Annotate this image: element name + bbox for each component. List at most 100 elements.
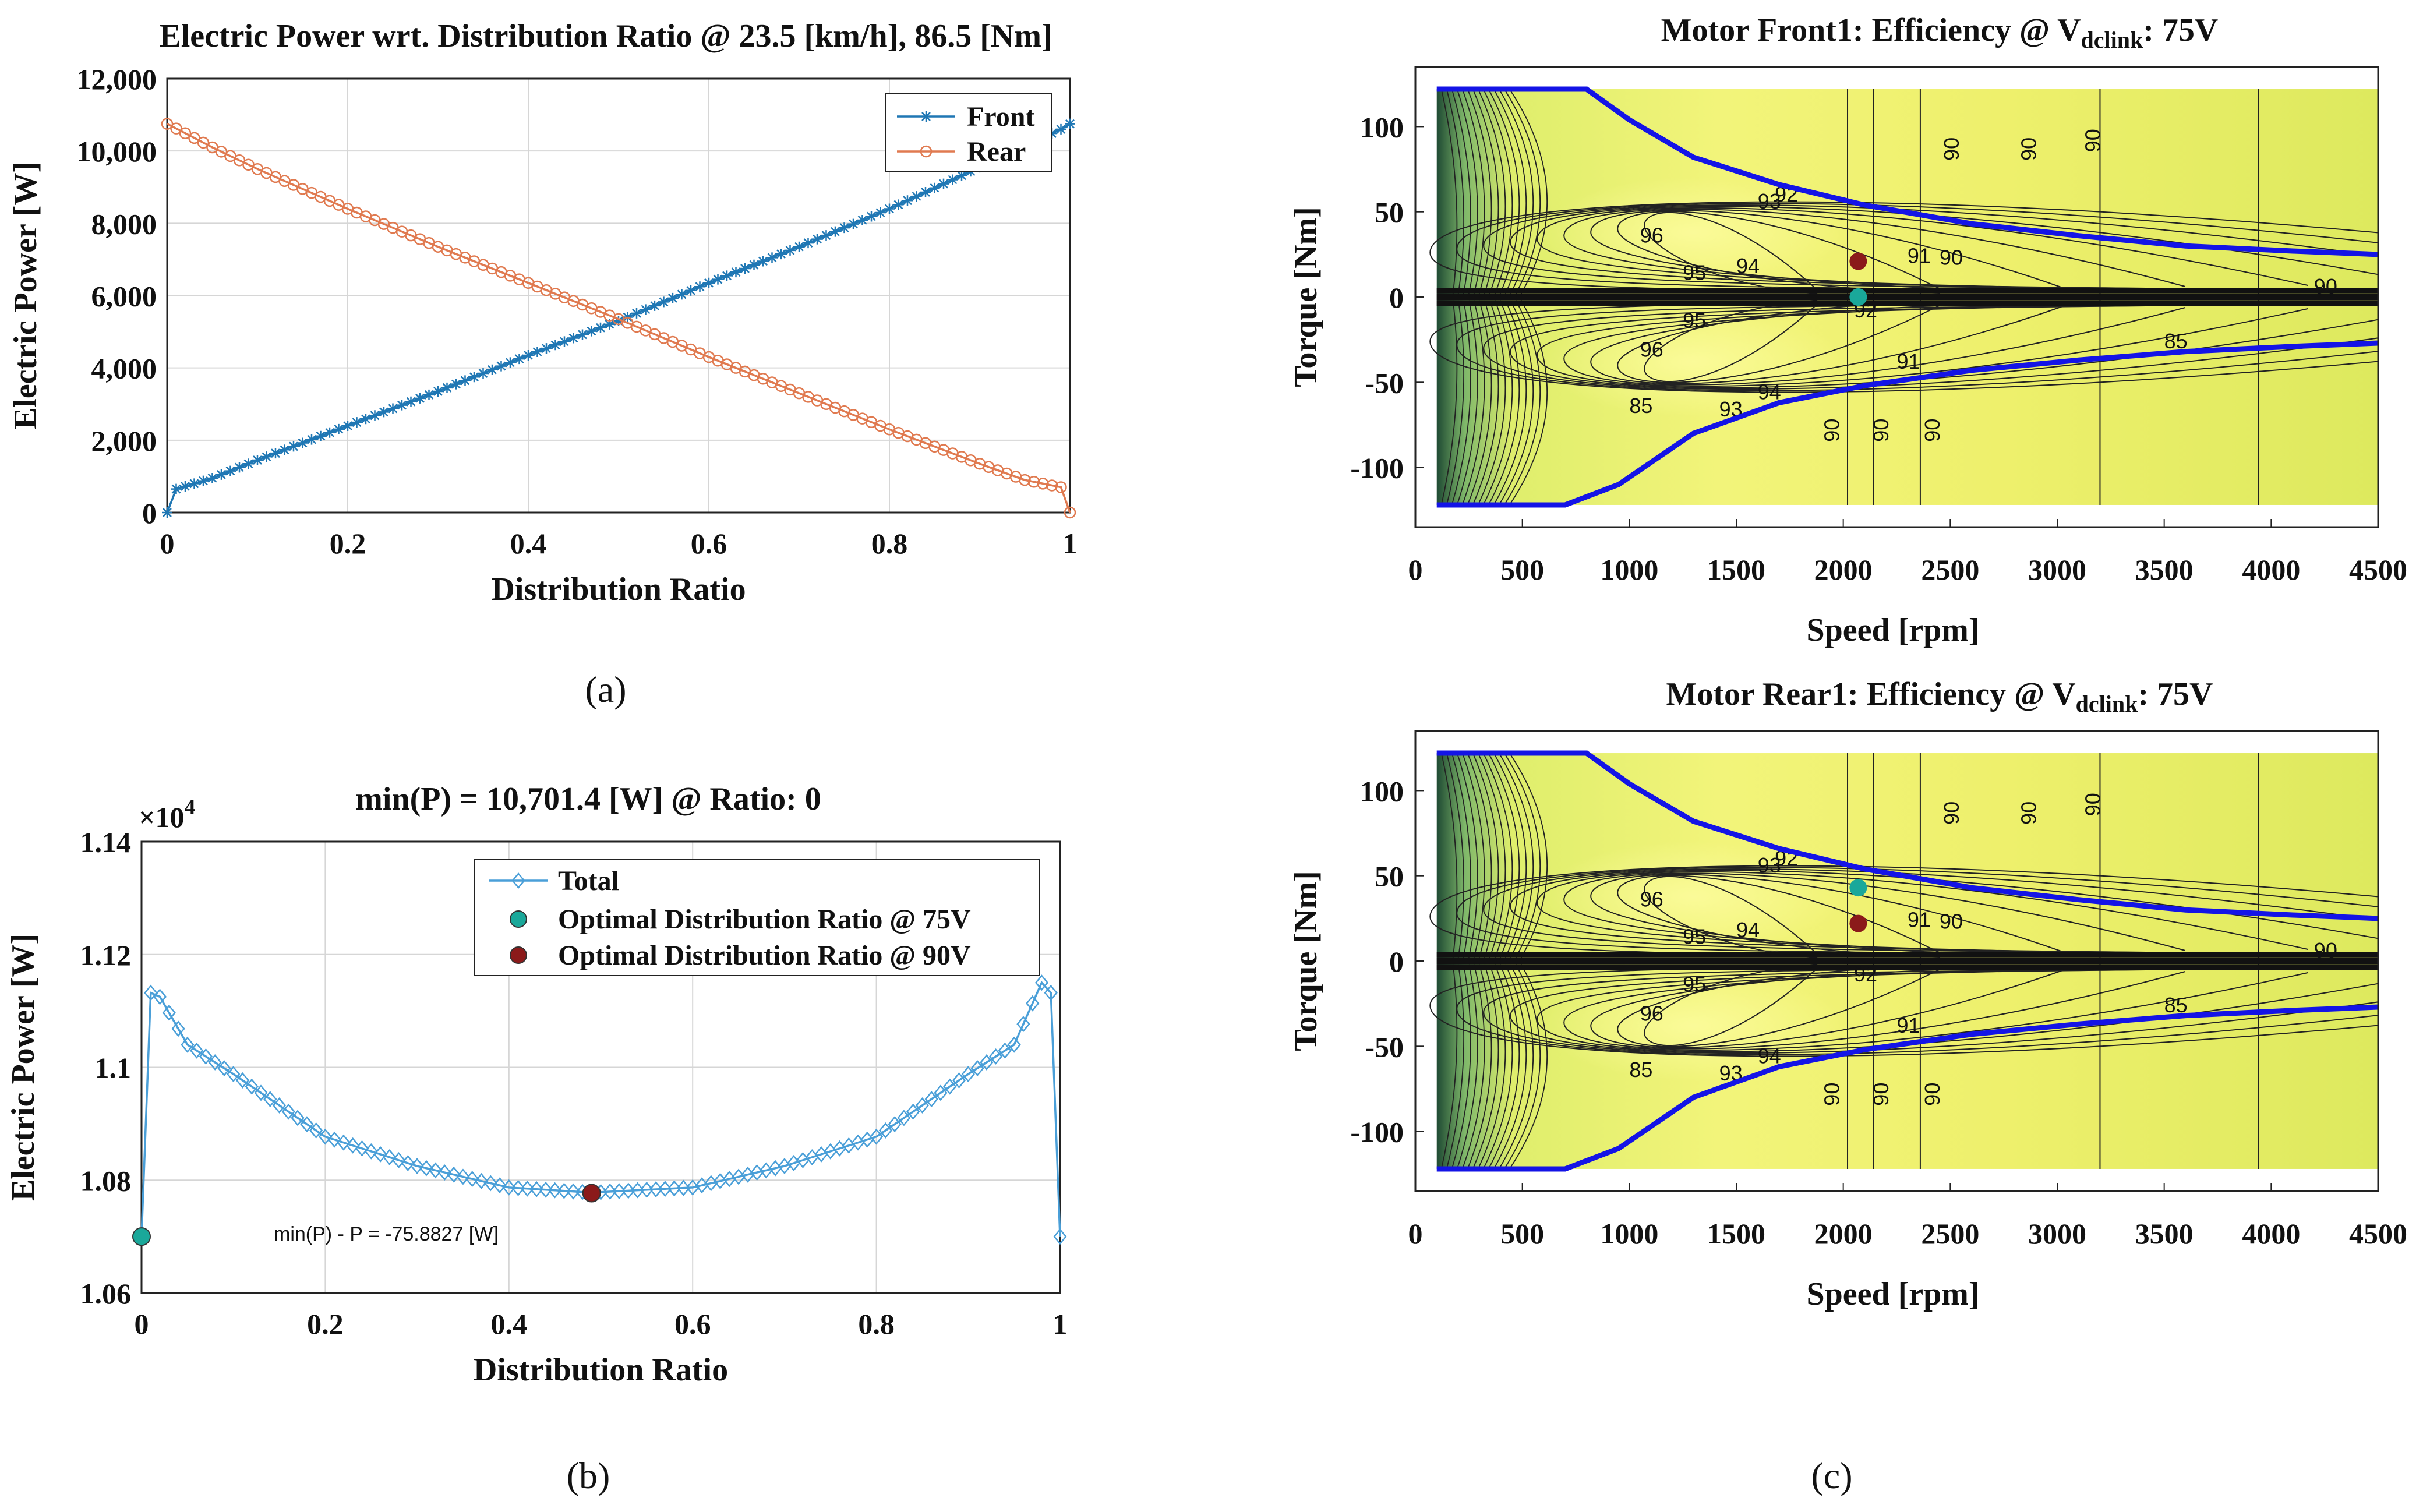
data-point bbox=[383, 1149, 397, 1165]
data-point bbox=[181, 1036, 195, 1053]
x-tick-label: 1000 bbox=[1600, 1217, 1658, 1250]
x-tick-label: 3500 bbox=[2135, 1217, 2194, 1250]
annotation-text: min(P) - P = -75.8827 [W] bbox=[274, 1223, 499, 1245]
data-point bbox=[857, 215, 868, 226]
data-point bbox=[433, 386, 443, 397]
data-point bbox=[888, 1116, 902, 1133]
contour-label: 96 bbox=[1640, 1001, 1663, 1025]
data-point bbox=[324, 427, 335, 438]
data-point bbox=[658, 1181, 672, 1197]
data-point bbox=[252, 454, 263, 465]
data-point bbox=[225, 465, 236, 476]
contour-label: 96 bbox=[1640, 223, 1663, 247]
data-point bbox=[694, 281, 705, 292]
data-point bbox=[676, 289, 687, 300]
data-point bbox=[460, 375, 471, 386]
data-point bbox=[934, 1084, 948, 1101]
contour-label: 91 bbox=[1908, 907, 1931, 931]
data-point bbox=[465, 1171, 479, 1188]
y-tick-label: 50 bbox=[1375, 860, 1404, 893]
data-point bbox=[848, 218, 859, 229]
contour-label: 90 bbox=[1820, 419, 1843, 442]
data-point bbox=[866, 211, 877, 222]
chart-b: 0 0.2 0.4 0.6 0.8 1 1.06 1.08 1.1 1.12 1.14 Distrib… bbox=[5, 781, 1068, 1496]
contour-label: 96 bbox=[1640, 337, 1663, 361]
data-point bbox=[263, 1091, 277, 1108]
data-point bbox=[649, 1181, 663, 1197]
contour-line bbox=[1472, 89, 1499, 506]
data-point bbox=[180, 481, 190, 492]
panel-label: (c) bbox=[1811, 1455, 1852, 1496]
contour-label: 90 bbox=[1940, 137, 1963, 161]
y-tick-label: 100 bbox=[1360, 111, 1404, 143]
data-point bbox=[1019, 474, 1031, 486]
data-point bbox=[924, 1091, 938, 1108]
data-point bbox=[1064, 506, 1076, 519]
min-torque-envelope bbox=[1436, 1004, 2379, 1172]
data-point bbox=[327, 1131, 341, 1148]
data-point bbox=[649, 300, 660, 311]
contour-label: 94 bbox=[1758, 1044, 1781, 1068]
contour-label: 95 bbox=[1683, 309, 1706, 333]
data-point bbox=[541, 343, 552, 354]
contour-line bbox=[1477, 89, 1506, 506]
x-tick-label: 0.8 bbox=[871, 527, 908, 560]
y-tick-label: -50 bbox=[1365, 1030, 1404, 1063]
data-point bbox=[281, 1103, 295, 1120]
data-point bbox=[1007, 1036, 1021, 1053]
contour-line bbox=[1488, 89, 1520, 506]
x-tick-label: 0 bbox=[160, 527, 175, 560]
x-tick-label: 2000 bbox=[1814, 553, 1873, 586]
data-point bbox=[318, 1128, 333, 1145]
data-point bbox=[288, 441, 299, 452]
data-point bbox=[970, 1060, 984, 1077]
y-tick-label: -50 bbox=[1365, 366, 1404, 399]
data-point bbox=[821, 230, 832, 241]
legend-label: Front bbox=[967, 101, 1034, 132]
data-point bbox=[502, 1179, 516, 1196]
legend-box bbox=[474, 859, 1040, 976]
data-point bbox=[514, 354, 525, 365]
data-point bbox=[612, 1183, 626, 1200]
y-axis-label: Torque [Nm] bbox=[1288, 207, 1324, 387]
data-point bbox=[487, 364, 497, 375]
contour-line bbox=[1488, 753, 1520, 1170]
plot-frame bbox=[140, 840, 1061, 1294]
data-point bbox=[557, 1182, 571, 1199]
data-point bbox=[830, 226, 840, 237]
data-point bbox=[217, 1060, 231, 1077]
data-point bbox=[548, 1182, 562, 1199]
data-point bbox=[300, 1116, 314, 1133]
x-tick-label: 4500 bbox=[2349, 553, 2407, 586]
data-point bbox=[550, 340, 561, 351]
x-tick-label: 3000 bbox=[2028, 1217, 2086, 1250]
legend-label: Total bbox=[558, 865, 619, 896]
x-tick-label: 2500 bbox=[1921, 1217, 1979, 1250]
contour-label: 85 bbox=[1629, 1058, 1652, 1082]
contour-label: 94 bbox=[1758, 380, 1781, 404]
contour-line bbox=[1503, 89, 1541, 506]
chart-title: min(P) = 10,701.4 [W] @ Ratio: 0 bbox=[355, 781, 821, 817]
legend-marker bbox=[920, 145, 933, 158]
data-point bbox=[387, 403, 398, 414]
contour-label: 90 bbox=[2314, 938, 2337, 962]
data-point bbox=[897, 1110, 911, 1126]
data-point bbox=[1053, 1228, 1067, 1245]
data-point bbox=[272, 1097, 287, 1114]
y-tick-label: 0 bbox=[142, 497, 157, 529]
contour-line bbox=[1446, 753, 1465, 1170]
data-point bbox=[391, 1152, 406, 1168]
x-tick-label: 500 bbox=[1500, 553, 1544, 586]
legend-label: Optimal Distribution Ratio @ 90V bbox=[558, 940, 971, 971]
data-point bbox=[893, 199, 904, 210]
data-point bbox=[270, 448, 281, 459]
data-point bbox=[171, 1020, 185, 1037]
legend-label: Optimal Distribution Ratio @ 75V bbox=[558, 904, 971, 935]
data-point bbox=[410, 1158, 424, 1174]
operating-point bbox=[1849, 879, 1867, 897]
contour-line bbox=[1456, 753, 1478, 1170]
y-tick-label: 6,000 bbox=[91, 280, 157, 313]
y-tick-label: -100 bbox=[1350, 452, 1404, 485]
data-point bbox=[595, 322, 606, 333]
